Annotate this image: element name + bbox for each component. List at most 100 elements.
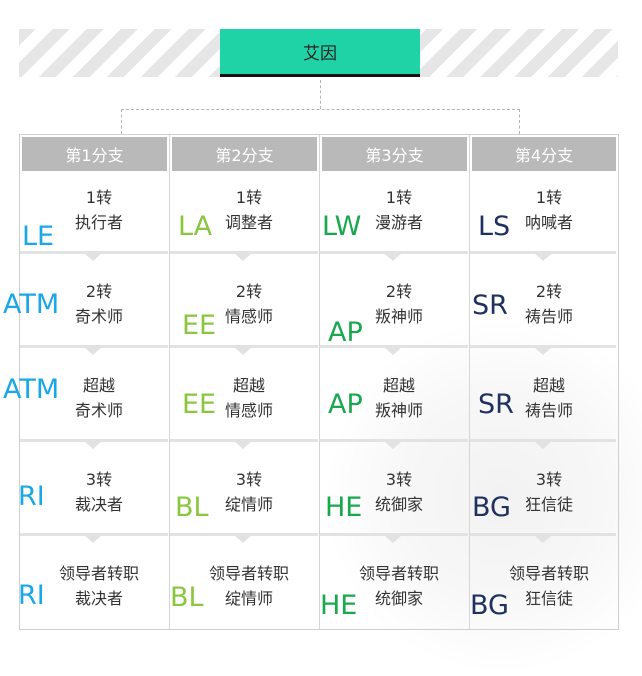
class-name: 执行者 xyxy=(74,213,123,232)
class-name: 情感师 xyxy=(224,307,273,326)
stage-label: 2转祷告师 xyxy=(470,279,618,329)
branch-header: 第1分支 xyxy=(22,137,167,171)
stage-cell: BG 领导者转职狂信徒 xyxy=(470,547,618,641)
stage-cell: BL 领导者转职绽情师 xyxy=(170,547,318,641)
stage-label: 超越 情感师 xyxy=(170,373,318,423)
stage-label: 超越 奇术师 xyxy=(20,373,168,423)
stage-level: 2转 xyxy=(85,282,113,301)
stage-level: 领导者转职 xyxy=(208,564,289,583)
stage-cell: RI 3转 裁决者 xyxy=(18,453,168,547)
class-abbreviation: AP xyxy=(328,389,363,420)
class-name: 祷告师 xyxy=(524,307,573,326)
stage-cell: LA 1转 调整者 xyxy=(170,171,318,265)
stage-cell: ATM 超越 奇术师 xyxy=(3,359,168,453)
stage-cell: EE 超越 情感师 xyxy=(170,359,318,453)
stage-level: 领导者转职 xyxy=(508,564,589,583)
class-abbreviation: BL xyxy=(175,492,209,523)
branch-connector-4 xyxy=(519,109,520,134)
stage-label: 1转调整者 xyxy=(170,185,318,235)
class-abbreviation: RI xyxy=(18,580,45,611)
class-name: 裁决者 xyxy=(74,495,123,514)
class-name: 情感师 xyxy=(224,401,273,420)
class-abbreviation: BG xyxy=(472,492,511,523)
stage-label: 1转 执行者 xyxy=(20,185,168,235)
stage-level: 2转 xyxy=(535,282,563,301)
stage-label: 3转绽情师 xyxy=(170,467,318,517)
stage-level: 超越 xyxy=(532,376,565,395)
branch-connector-1 xyxy=(121,109,122,134)
branch-header: 第4分支 xyxy=(472,137,616,171)
class-name: 祷告师 xyxy=(524,401,573,420)
class-name: 绽情师 xyxy=(224,495,273,514)
stage-cell: ATM 2转 奇术师 xyxy=(3,265,168,359)
root-connector-vertical xyxy=(320,80,321,109)
class-name: 狂信徒 xyxy=(524,495,573,514)
class-abbreviation: SR xyxy=(472,290,508,321)
stage-level: 领导者转职 xyxy=(358,564,439,583)
stage-cell: AP 2转 叛神师 xyxy=(320,265,468,359)
stage-level: 2转 xyxy=(235,282,263,301)
stage-level: 2转 xyxy=(385,282,413,301)
stage-label: 超越 祷告师 xyxy=(470,373,618,423)
stage-level: 超越 xyxy=(232,376,265,395)
stage-cell: LW 1转 漫游者 xyxy=(320,171,468,265)
class-name: 漫游者 xyxy=(374,213,423,232)
stage-label: 领导者转职 裁决者 xyxy=(20,561,168,611)
stage-level: 3转 xyxy=(235,470,263,489)
class-abbreviation: LE xyxy=(22,221,55,252)
stage-cell: BL 3转 绽情师 xyxy=(170,453,318,547)
class-name: 统御家 xyxy=(374,589,423,608)
stage-level: 1转 xyxy=(235,188,263,207)
stage-label: 3转统御家 xyxy=(320,467,468,517)
stage-level: 3转 xyxy=(385,470,413,489)
class-abbreviation: BG xyxy=(470,590,509,621)
branch-header: 第2分支 xyxy=(172,137,317,171)
stage-label: 1转呐喊者 xyxy=(470,185,618,235)
stage-label: 1转漫游者 xyxy=(320,185,468,235)
stage-cell: LS 1转 呐喊者 xyxy=(470,171,618,265)
stage-label: 2转情感师 xyxy=(170,279,318,329)
stage-label: 2转 奇术师 xyxy=(20,279,168,329)
branch-header: 第3分支 xyxy=(322,137,467,171)
stage-level: 3转 xyxy=(85,470,113,489)
class-name: 呐喊者 xyxy=(524,213,573,232)
stage-cell: LE 1转 执行者 xyxy=(20,171,168,265)
class-name: 绽情师 xyxy=(224,589,273,608)
class-abbreviation: BL xyxy=(170,582,204,613)
branch-column-2: 第2分支 LA 1转 调整者 EE 2转 情感师 EE 超越 情感师 BL 3转 绽情师 BL 领导者转职绽… xyxy=(170,135,320,629)
stage-cell: BG 3转 狂信徒 xyxy=(470,453,618,547)
class-abbreviation: LA xyxy=(178,211,213,242)
branch-column-1: 第1分支 LE 1转 执行者 ATM 2转 奇术师 ATM 超越 奇术师 RI 3转 裁决者 RI 领导者转… xyxy=(3,135,170,629)
class-name: 调整者 xyxy=(224,213,273,232)
stage-level: 1转 xyxy=(535,188,563,207)
class-name: 狂信徒 xyxy=(524,589,573,608)
stage-label: 3转狂信徒 xyxy=(470,467,618,517)
stage-level: 领导者转职 xyxy=(58,564,139,583)
stage-label: 2转叛神师 xyxy=(320,279,468,329)
stage-level: 超越 xyxy=(82,376,115,395)
stage-level: 超越 xyxy=(382,376,415,395)
root-node: 艾因 xyxy=(220,29,420,77)
class-abbreviation: EE xyxy=(182,389,217,420)
stage-cell: SR 超越 祷告师 xyxy=(470,359,618,453)
stage-label: 领导者转职 统御家 xyxy=(320,561,468,611)
stage-cell: RI 领导者转职 裁决者 xyxy=(18,547,168,641)
class-abbreviation: LW xyxy=(322,211,362,242)
background-decoration xyxy=(322,316,642,676)
class-abbreviation: SR xyxy=(478,389,514,420)
stage-label: 领导者转职 绽情师 xyxy=(170,561,318,611)
class-name: 统御家 xyxy=(374,495,423,514)
class-abbreviation: EE xyxy=(182,310,217,341)
class-name: 叛神师 xyxy=(374,307,423,326)
stage-cell: SR 2转 祷告师 xyxy=(470,265,618,359)
class-abbreviation: LS xyxy=(478,211,511,242)
stage-cell: HE 3转 统御家 xyxy=(320,453,468,547)
class-name: 裁决者 xyxy=(74,589,123,608)
stage-cell: AP 超越叛神师 xyxy=(320,359,468,453)
stage-level: 1转 xyxy=(385,188,413,207)
branch-grid: 第1分支 LE 1转 执行者 ATM 2转 奇术师 ATM 超越 奇术师 RI 3转 裁决者 RI 领导者转… xyxy=(3,134,619,630)
root-label: 艾因 xyxy=(303,44,337,64)
stage-level: 3转 xyxy=(535,470,563,489)
class-name: 叛神师 xyxy=(374,401,423,420)
stage-cell: EE 2转 情感师 xyxy=(170,265,318,359)
